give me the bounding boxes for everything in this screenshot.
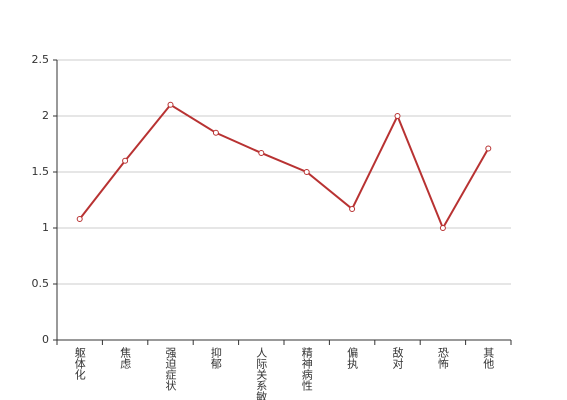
x-tick-label: 敌对 [391, 346, 404, 369]
x-tick-label: 抑郁 [209, 346, 222, 369]
point [122, 157, 129, 164]
y-tick-label: 0.5 [32, 277, 50, 290]
y-tick-label: 0 [42, 333, 49, 346]
x-tick-label: 人际关系敏感 [255, 347, 268, 400]
point [76, 216, 83, 223]
x-tick-label: 其他 [482, 347, 495, 369]
x-tick-label: 强迫症状 [164, 347, 177, 391]
point [258, 149, 265, 156]
y-tick-label: 1 [42, 221, 49, 234]
y-tick-label: 2 [42, 109, 49, 122]
x-tick-label: 偏执 [346, 346, 359, 370]
line [78, 103, 490, 231]
point [394, 113, 401, 119]
point [167, 101, 174, 108]
point [303, 169, 310, 175]
point [349, 205, 356, 212]
x-tick-label: 精神病性 [300, 347, 313, 392]
x-tick-label: 躯体化 [73, 347, 86, 381]
x-tick-label: 恐怖 [436, 347, 449, 369]
y-tick-label: 2.5 [32, 53, 50, 66]
point [439, 225, 446, 231]
x-tick-label: 焦虑 [119, 347, 132, 369]
point [485, 145, 492, 152]
y-tick-label: 1.5 [32, 165, 50, 178]
point [212, 129, 219, 136]
